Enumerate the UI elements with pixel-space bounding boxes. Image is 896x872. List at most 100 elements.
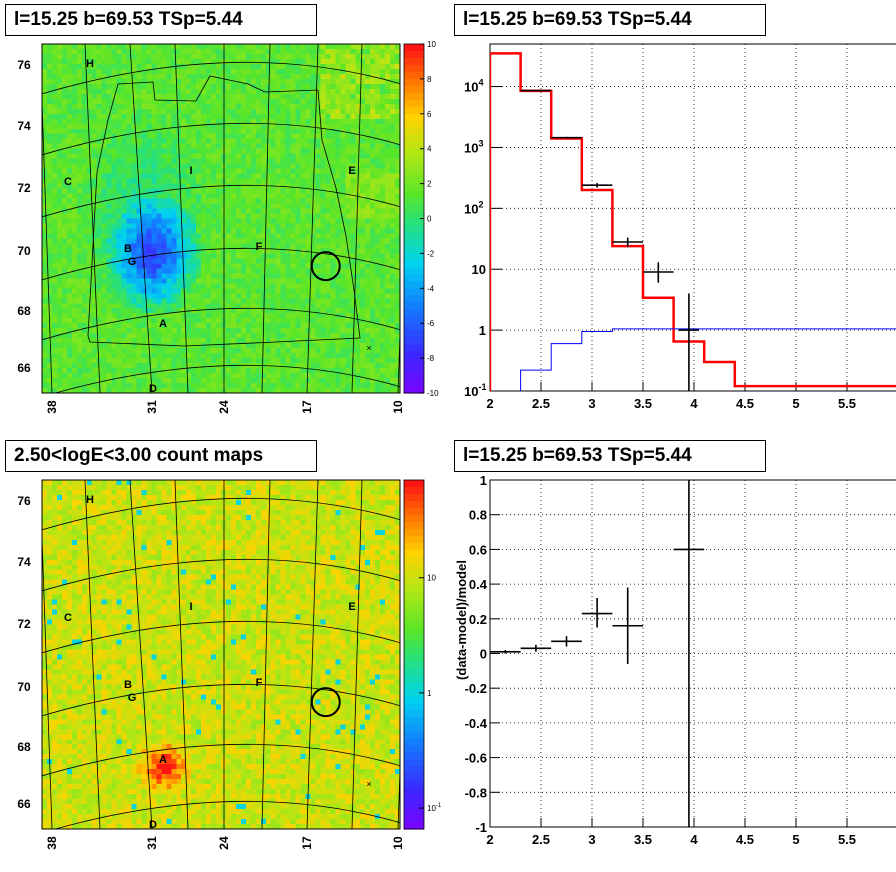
y-tick-label: 74 xyxy=(17,555,31,569)
x-tick-label: 3 xyxy=(588,832,595,847)
colorbar-step xyxy=(404,64,424,73)
x-tick-label: 17 xyxy=(300,836,314,850)
colorbar-step xyxy=(404,113,424,122)
colorbar-tick-label: 0 xyxy=(427,215,432,224)
colorbar-step xyxy=(404,225,424,234)
y-tick-label: 1 xyxy=(479,323,486,338)
cross-marker: × xyxy=(366,343,371,353)
colorbar-tick-label: -4 xyxy=(427,284,435,293)
region-label-d: D xyxy=(149,819,157,831)
x-tick-label: 31 xyxy=(145,400,159,414)
colorbar-step xyxy=(404,351,424,359)
colorbar-step xyxy=(404,724,424,732)
colorbar-step xyxy=(404,190,424,199)
colorbar-step xyxy=(404,274,424,282)
colorbar-step xyxy=(404,640,424,649)
x-tick-label: 24 xyxy=(217,836,231,850)
graticule xyxy=(42,480,400,829)
colorbar-step xyxy=(404,500,424,509)
colorbar-step xyxy=(404,92,424,101)
colorbar-step xyxy=(404,682,424,690)
bottom-right-residual-panel: 2 2.5 3 3.5 4 4.5 5 5.5 1 0.8 0.6 0.4 0.2 0 -0.2 -0.4 -0… xyxy=(448,436,896,872)
longitude-line xyxy=(351,480,363,829)
y-tick-label: -0.4 xyxy=(465,716,488,731)
colorbar-tick-label: 8 xyxy=(427,75,432,84)
colorbar-step xyxy=(404,591,424,600)
colorbar: 10 1 10-1 xyxy=(403,479,442,830)
colorbar-step xyxy=(404,710,424,718)
y-tick-label: 68 xyxy=(17,740,31,754)
colorbar-step xyxy=(404,598,424,607)
longitude-line xyxy=(129,44,153,393)
colorbar-step xyxy=(404,668,424,677)
x-tick-label: 5.5 xyxy=(838,396,856,411)
colorbar-step xyxy=(404,295,424,303)
colorbar-step xyxy=(404,44,424,52)
region-label-d: D xyxy=(149,383,157,395)
colorbar-step xyxy=(404,661,424,670)
colorbar-step xyxy=(404,260,424,268)
colorbar-step xyxy=(404,120,424,129)
longitude-line xyxy=(261,44,271,393)
colorbar-step xyxy=(404,507,424,516)
colorbar-step xyxy=(404,647,424,656)
residual-plot: 2 2.5 3 3.5 4 4.5 5 5.5 1 0.8 0.6 0.4 0.2 0 -0.2 -0.4 -0… xyxy=(454,473,896,847)
region-label-c: C xyxy=(64,612,72,624)
colorbar-step xyxy=(404,689,424,697)
x-tick-label: 31 xyxy=(145,836,159,850)
colorbar-step xyxy=(404,253,424,261)
colorbar-step xyxy=(404,563,424,572)
y-tick-label: 68 xyxy=(17,304,31,318)
colorbar-step xyxy=(404,626,424,635)
colorbar-step xyxy=(404,211,424,220)
residual-map-heatmap xyxy=(42,44,400,393)
spectrum-plot: 2 2.5 3 3.5 4 4.5 5 5.5 10-1 1 10 102 103 104 xyxy=(464,43,896,411)
longitude-line xyxy=(84,44,101,393)
x-tick-label: 4 xyxy=(690,396,698,411)
colorbar-step xyxy=(404,480,424,488)
colorbar-step xyxy=(404,50,424,59)
colorbar-step xyxy=(404,619,424,628)
colorbar-tick-label: -2 xyxy=(427,249,435,258)
colorbar-step xyxy=(404,246,424,254)
x-tick-label: 5 xyxy=(792,832,799,847)
colorbar-step xyxy=(404,183,424,192)
colorbar-step xyxy=(404,745,424,753)
colorbar-step xyxy=(404,344,424,352)
colorbar-tick-label: -10 xyxy=(427,389,439,398)
x-tick-label: 5.5 xyxy=(838,832,856,847)
longitude-line xyxy=(84,480,101,829)
x-tick-label: 38 xyxy=(45,836,59,850)
colorbar-step xyxy=(404,535,424,544)
colorbar-step xyxy=(404,780,424,788)
colorbar-step xyxy=(404,514,424,523)
y-tick-label: 70 xyxy=(17,244,31,258)
colorbar-step xyxy=(404,577,424,586)
y-tick-label: -0.8 xyxy=(465,785,487,800)
region-label-b: B xyxy=(124,679,132,691)
colorbar-step xyxy=(404,675,424,684)
colorbar-tick-label: 10 xyxy=(427,574,436,583)
source-circle-marker xyxy=(310,687,341,718)
y-tick-label: 0.8 xyxy=(469,508,487,523)
region-label-h: H xyxy=(86,494,94,506)
colorbar-step xyxy=(404,738,424,746)
colorbar-step xyxy=(404,176,424,185)
region-label-a: A xyxy=(159,318,167,330)
y-tick-label: 0 xyxy=(480,647,487,662)
colorbar-step xyxy=(404,330,424,338)
colorbar-tick-label: 10-1 xyxy=(427,803,442,813)
colorbar-tick-label: 1 xyxy=(427,689,432,698)
colorbar-step xyxy=(404,808,424,816)
top-left-title: l=15.25 b=69.53 TSp=5.44 xyxy=(5,4,317,36)
colorbar-step xyxy=(404,703,424,711)
colorbar-step xyxy=(404,197,424,206)
y-tick-label: 72 xyxy=(17,617,31,631)
x-tick-label: 4 xyxy=(690,832,698,847)
colorbar-frame xyxy=(403,479,425,830)
x-tick-label: 3 xyxy=(588,396,595,411)
y-tick-label: 66 xyxy=(17,797,31,811)
colorbar-step xyxy=(404,570,424,579)
y-tick-label: 0.4 xyxy=(469,577,488,592)
x-tick-label: 3.5 xyxy=(634,832,652,847)
